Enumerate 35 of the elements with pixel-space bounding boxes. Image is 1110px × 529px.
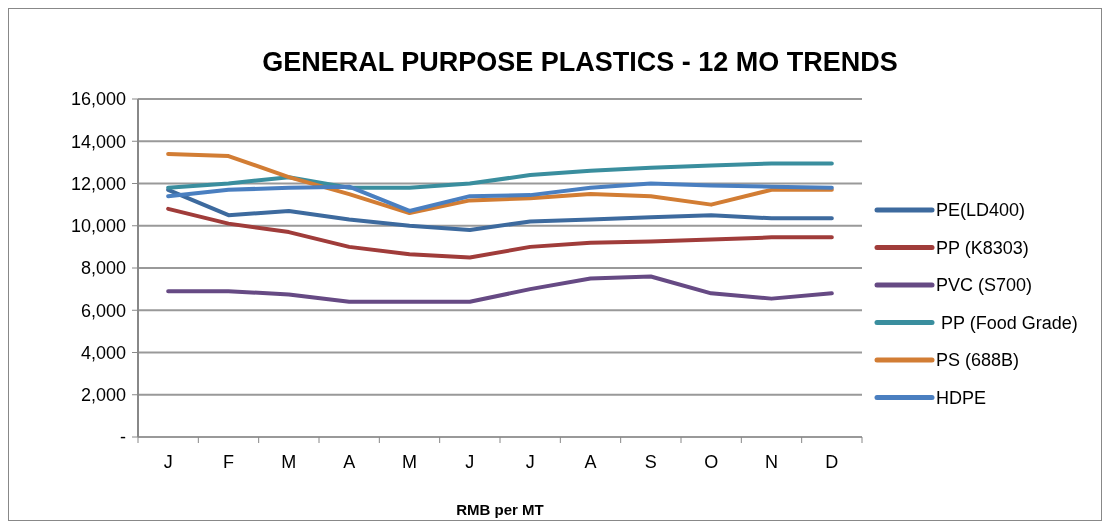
x-axis-title: RMB per MT (456, 501, 544, 518)
y-tick-label: 16,000 (70, 89, 126, 110)
y-tick-label: 6,000 (80, 300, 126, 321)
legend-label: PVC (S700) (936, 275, 1033, 296)
y-tick-label: 2,000 (80, 385, 126, 406)
line-series (166, 206, 834, 260)
chart-title: GENERAL PURPOSE PLASTICS - 12 MO TRENDS (262, 47, 898, 77)
x-tick-label: M (281, 452, 297, 472)
y-tick-label: 14,000 (70, 131, 126, 152)
x-tick-label: D (825, 452, 839, 472)
legend-label: HDPE (936, 387, 987, 408)
x-tick-label: A (343, 452, 356, 472)
legend-label: PS (688B) (936, 350, 1020, 371)
x-tick-label: A (584, 452, 597, 472)
y-tick-label: 12,000 (70, 173, 126, 194)
y-tick-label: 4,000 (80, 342, 126, 363)
y-tick-label: - (120, 427, 126, 448)
legend-label: PP (Food Grade) (936, 312, 1078, 333)
line-series (166, 187, 834, 232)
x-tick-label: F (223, 452, 234, 472)
line-series (166, 181, 834, 213)
y-tick-label: 10,000 (70, 216, 126, 237)
x-tick-label: M (402, 452, 417, 472)
legend-label: PE(LD400) (936, 200, 1026, 221)
line-series (166, 151, 834, 216)
line-series (166, 274, 834, 304)
x-tick-label: J (525, 452, 535, 472)
x-tick-label: N (765, 452, 778, 472)
x-tick-label: O (704, 452, 719, 472)
legend-label: PP (K8303) (936, 237, 1029, 258)
line-series (166, 161, 834, 190)
y-tick-label: 8,000 (80, 258, 126, 279)
x-tick-label: J (163, 452, 173, 472)
x-tick-label: S (644, 452, 657, 472)
x-tick-label: J (465, 452, 475, 472)
